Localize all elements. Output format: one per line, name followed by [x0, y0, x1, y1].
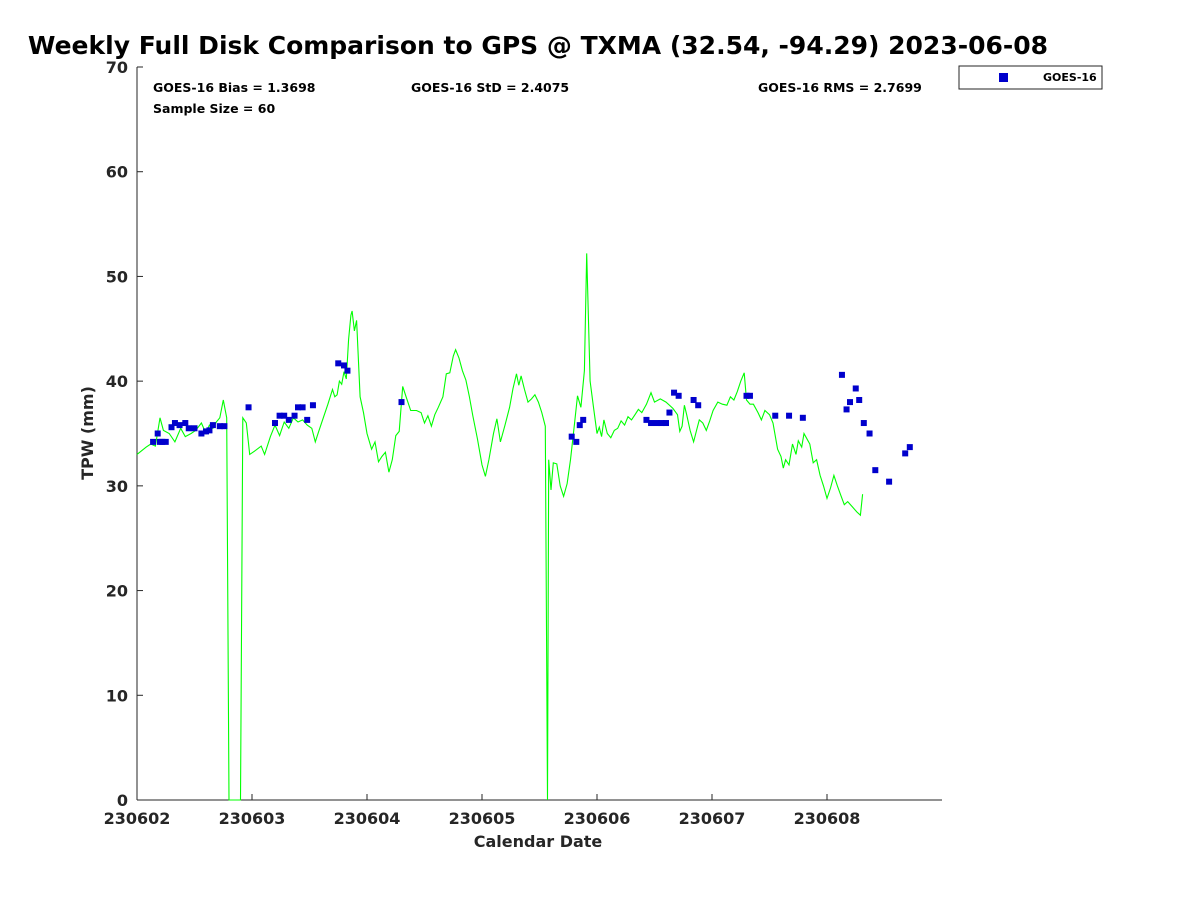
- chart-title: Weekly Full Disk Comparison to GPS @ TXM…: [28, 31, 1048, 60]
- goes16-data-point: [245, 404, 252, 411]
- std-stat: GOES-16 StD = 2.4075: [411, 80, 569, 95]
- goes16-data-point: [162, 438, 169, 445]
- x-tick-label: 230604: [334, 809, 401, 828]
- goes16-data-point: [295, 404, 301, 411]
- goes16-data-point: [159, 438, 166, 445]
- plot-area: 0 10 20 30 40 50 60 70 230602 230603 230604 230605…: [104, 58, 942, 828]
- goes16-data-point: [216, 423, 223, 430]
- sample-size-stat: Sample Size = 60: [153, 101, 275, 116]
- goes16-data-point: [872, 467, 879, 474]
- goes16-data-point: [690, 396, 697, 403]
- goes16-data-point: [886, 478, 893, 485]
- goes16-data-point: [743, 392, 750, 399]
- x-tick-label: 230608: [794, 809, 861, 828]
- goes16-data-point: [150, 438, 157, 445]
- y-ticks: 0 10 20 30 40 50 60 70: [106, 58, 143, 810]
- x-tick-label: 230607: [679, 809, 746, 828]
- y-tick-label: 60: [106, 163, 128, 182]
- legend-marker-swatch: [999, 73, 1008, 82]
- goes16-data-point: [191, 425, 198, 432]
- y-tick-label: 20: [106, 582, 128, 601]
- x-tick-label: 230605: [449, 809, 516, 828]
- goes16-data-point: [168, 424, 175, 431]
- x-axis-label: Calendar Date: [474, 832, 603, 851]
- goes16-data-point: [285, 416, 292, 423]
- goes16-data-point: [154, 430, 161, 437]
- goes16-data-point: [344, 367, 351, 374]
- y-tick-label: 0: [117, 791, 128, 810]
- y-tick-label: 10: [106, 686, 128, 705]
- goes16-data-point: [847, 399, 853, 406]
- y-tick-label: 50: [106, 267, 128, 286]
- x-tick-label: 230602: [104, 809, 171, 828]
- goes16-data-point: [902, 450, 909, 457]
- goes16-data-point: [576, 422, 583, 429]
- y-tick-label: 30: [106, 477, 128, 496]
- y-tick-label: 40: [106, 372, 128, 391]
- goes16-data-point: [666, 409, 673, 416]
- goes16-data-point: [182, 420, 189, 427]
- goes16-data-point: [648, 420, 655, 427]
- goes16-data-point: [860, 420, 867, 427]
- goes16-data-point: [906, 444, 913, 451]
- bias-stat: GOES-16 Bias = 1.3698: [153, 80, 315, 95]
- goes16-data-point: [398, 399, 405, 406]
- goes16-data-point: [281, 412, 288, 419]
- goes16-data-point: [852, 385, 859, 392]
- legend-box: [958, 65, 1103, 90]
- x-tick-label: 230603: [219, 809, 286, 828]
- goes16-data-point: [746, 392, 753, 399]
- goes16-data-point: [185, 425, 192, 432]
- gps-tpw-line: [136, 253, 864, 801]
- goes16-data-point: [643, 416, 650, 423]
- goes16-data-point: [276, 412, 283, 419]
- goes16-data-point: [663, 420, 669, 427]
- y-tick-label: 70: [106, 58, 128, 77]
- goes16-data-point: [838, 371, 845, 378]
- legend: GOES-16: [958, 65, 1103, 90]
- goes16-data-point: [335, 360, 342, 367]
- legend-entry-goes16: GOES-16: [1043, 71, 1097, 84]
- goes16-data-point: [309, 402, 316, 409]
- goes16-data-point: [299, 404, 306, 411]
- x-ticks: 230602 230603 230604 230605 230606 230607 2306…: [104, 794, 861, 828]
- goes16-data-point: [799, 414, 806, 421]
- goes16-data-point: [772, 412, 779, 419]
- goes16-data-point: [198, 430, 205, 437]
- goes16-data-point: [203, 428, 209, 435]
- goes16-data-point: [675, 392, 682, 399]
- goes16-data-point: [304, 416, 311, 423]
- goes16-data-point: [206, 427, 213, 434]
- x-tick-label: 230606: [564, 809, 631, 828]
- y-axis-label: TPW (mm): [78, 386, 97, 480]
- goes16-data-point: [658, 420, 665, 427]
- goes16-data-point: [695, 402, 702, 409]
- goes16-data-point: [221, 423, 228, 430]
- goes16-data-point: [573, 438, 580, 445]
- goes16-data-point: [272, 420, 278, 427]
- goes16-data-point: [341, 362, 347, 369]
- goes16-data-point: [653, 420, 660, 427]
- rms-stat: GOES-16 RMS = 2.7699: [758, 80, 922, 95]
- goes16-data-point: [568, 433, 575, 440]
- goes16-data-point: [176, 422, 183, 429]
- goes16-data-point: [671, 389, 678, 396]
- gps-line-series: [136, 253, 864, 801]
- goes16-data-point: [291, 412, 298, 419]
- goes16-data-point: [786, 412, 793, 419]
- goes16-data-point: [866, 430, 873, 437]
- goes16-data-point: [580, 416, 587, 423]
- goes16-data-point: [171, 420, 178, 427]
- goes16-marker-series: [150, 360, 913, 485]
- goes16-data-point: [856, 396, 863, 403]
- goes16-data-point: [843, 406, 850, 413]
- goes16-data-point: [209, 422, 216, 429]
